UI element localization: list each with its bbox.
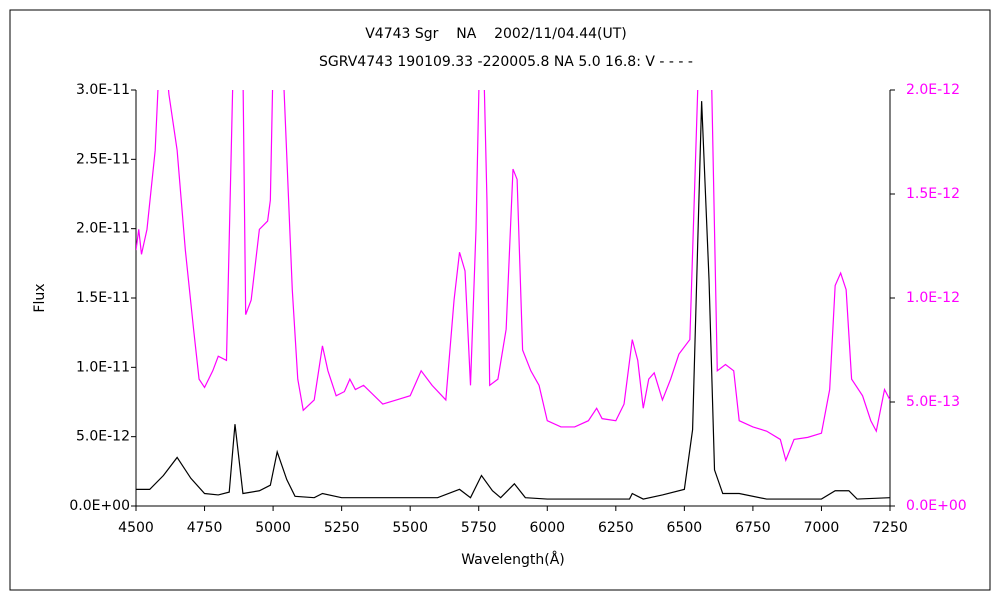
x-tick-label: 4500 [118, 520, 154, 536]
y-tick-label: 1.0E-11 [76, 359, 130, 375]
chart-title: V4743 Sgr NA 2002/11/04.44(UT) [365, 26, 627, 42]
x-tick-label: 6250 [598, 520, 634, 536]
x-tick-label: 4750 [187, 520, 223, 536]
y-axis-label: Flux [32, 283, 48, 312]
x-tick-label: 6750 [735, 520, 771, 536]
y2-tick-label: 1.5E-12 [906, 186, 960, 202]
x-axis-label: Wavelength(Å) [461, 551, 565, 568]
y2-tick-label: 2.0E-12 [906, 82, 960, 98]
chart-frame [9, 9, 991, 591]
y-tick-label: 2.5E-11 [76, 151, 130, 167]
x-tick-label: 5500 [392, 520, 428, 536]
x-tick-label: 6500 [667, 520, 703, 536]
y-tick-label: 5.0E-12 [76, 429, 130, 445]
x-tick-label: 7250 [872, 520, 908, 536]
plot-area [136, 90, 890, 500]
spectrum-line [136, 90, 890, 463]
y-tick-label: 2.0E-11 [76, 221, 130, 237]
y2-tick-label: 0.0E+00 [906, 498, 967, 514]
x-tick-label: 5000 [255, 520, 291, 536]
y-tick-label: 3.0E-11 [76, 82, 130, 98]
x-tick-label: 5750 [461, 520, 497, 536]
x-tick-label: 7000 [804, 520, 840, 536]
y-tick-label: 1.5E-11 [76, 290, 130, 306]
y2-tick-label: 5.0E-13 [906, 394, 960, 410]
spectrum-line [136, 101, 890, 500]
y2-tick-label: 1.0E-12 [906, 290, 960, 306]
x-tick-label: 5250 [324, 520, 360, 536]
chart-subtitle: SGRV4743 190109.33 -220005.8 NA 5.0 16.8… [319, 54, 693, 70]
x-tick-label: 6000 [529, 520, 565, 536]
y-tick-label: 0.0E+00 [69, 498, 130, 514]
